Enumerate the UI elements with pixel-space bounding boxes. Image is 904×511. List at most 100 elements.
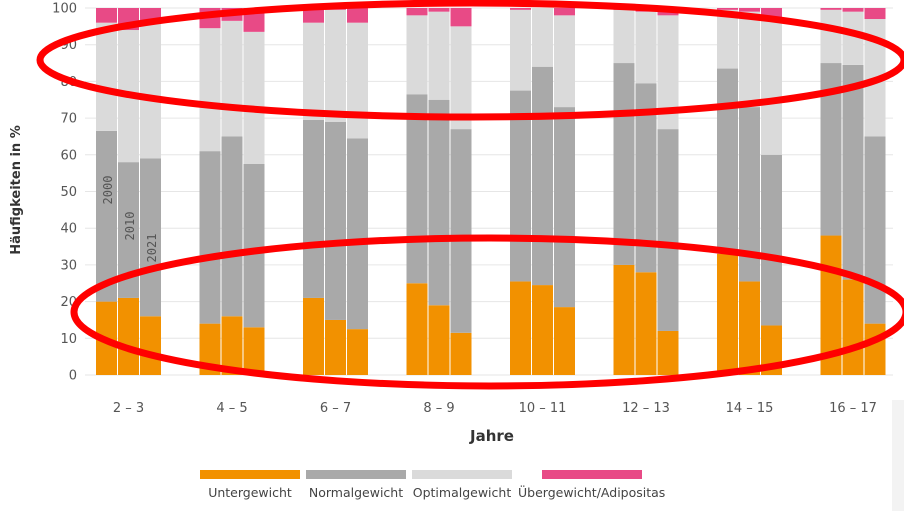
legend-item: Normalgewicht [306, 470, 406, 500]
bar-segment-optimalgewicht [613, 9, 635, 64]
bar-segment-normalgewicht [532, 66, 553, 286]
bar-segment-normalgewicht [199, 151, 221, 324]
bar-year-labels: 2000 2010 2021 [101, 176, 159, 263]
bar-segment-optimalgewicht [761, 17, 782, 155]
highlight-ellipse [36, 0, 904, 121]
bar-segment-optimalgewicht [450, 26, 472, 130]
bar-segment--bergewicht-adipositas [820, 8, 842, 10]
bar-segment-optimalgewicht [199, 28, 221, 152]
bar-segment-untergewicht [406, 283, 428, 375]
bar-segment-normalgewicht [118, 162, 139, 298]
bar-segment--bergewicht-adipositas [406, 8, 428, 16]
bar-segment-normalgewicht [554, 107, 575, 308]
bar-segment-normalgewicht [406, 94, 428, 284]
bar-segment-untergewicht [739, 281, 760, 375]
annotations [36, 0, 904, 390]
bar-segment--bergewicht-adipositas [554, 8, 575, 16]
bar-segment-optimalgewicht [820, 9, 842, 64]
bar-segment-untergewicht [657, 330, 679, 375]
y-tick-label: 50 [60, 185, 77, 200]
bar-segment-normalgewicht [820, 63, 842, 236]
bar-segment-optimalgewicht [717, 9, 738, 69]
x-tick-labels: 2 – 3 4 – 5 6 – 7 8 – 9 10 – 11 12 – 13 14 – 1… [113, 401, 877, 416]
bar-segment-normalgewicht [842, 64, 864, 280]
bar-segment-normalgewicht [450, 129, 472, 333]
bar-segment-optimalgewicht [510, 9, 531, 91]
bar-segment--bergewicht-adipositas [739, 8, 760, 12]
y-tick-label: 40 [60, 222, 77, 237]
x-tick-label: 14 – 15 [726, 401, 774, 416]
bar-segment-optimalgewicht [221, 20, 243, 137]
bar-segment--bergewicht-adipositas [96, 8, 117, 23]
x-tick-label: 10 – 11 [519, 401, 567, 416]
bar-segment-untergewicht [428, 305, 450, 375]
bar-segment-optimalgewicht [140, 22, 161, 159]
legend-swatch [200, 470, 300, 479]
legend-label: Untergewicht [208, 485, 292, 500]
y-tick-label: 10 [60, 332, 77, 347]
legend-label: Übergewicht/Adipositas [518, 485, 666, 500]
bar-segment-untergewicht [243, 327, 265, 375]
y-tick-label: 60 [60, 148, 77, 163]
bar-segment-normalgewicht [613, 63, 635, 265]
legend-item: Untergewicht [200, 470, 300, 500]
bar-segment-optimalgewicht [325, 9, 346, 122]
bar-segment-untergewicht [510, 281, 531, 375]
bar-segment--bergewicht-adipositas [717, 8, 738, 10]
bar-segment-normalgewicht [510, 90, 531, 282]
bar-segment-normalgewicht [761, 154, 782, 326]
bar-segment-untergewicht [118, 297, 139, 375]
bar-segment-optimalgewicht [842, 11, 864, 65]
bar-segment-normalgewicht [635, 83, 657, 273]
bar-segment-normalgewicht [347, 138, 368, 330]
x-tick-label: 6 – 7 [320, 401, 351, 416]
bar-segment-untergewicht [554, 307, 575, 375]
bar-segment-untergewicht [325, 319, 346, 375]
bar-segment-untergewicht [347, 329, 368, 375]
legend-swatch [412, 470, 512, 479]
bar-segment--bergewicht-adipositas [761, 8, 782, 18]
bar-segment--bergewicht-adipositas [303, 8, 324, 23]
x-tick-label: 16 – 17 [829, 401, 877, 416]
x-axis-title: Jahre [469, 427, 514, 445]
bar-segment-untergewicht [635, 272, 657, 375]
highlight-ellipse [70, 234, 904, 390]
legend-item: Optimalgewicht [412, 470, 512, 500]
bar-segment-normalgewicht [864, 136, 886, 324]
bar-segment-optimalgewicht [428, 11, 450, 100]
side-panel-edge [892, 400, 904, 511]
bar-segment-optimalgewicht [554, 15, 575, 108]
bar-segment--bergewicht-adipositas [864, 8, 886, 20]
bar-segment-untergewicht [221, 316, 243, 375]
y-tick-label: 100 [52, 2, 77, 17]
legend: Untergewicht Normalgewicht Optimalgewicht Ü… [200, 470, 665, 500]
bar-segment-optimalgewicht [347, 22, 368, 139]
bar-segment--bergewicht-adipositas [842, 8, 864, 12]
y-tick-label: 70 [60, 112, 77, 127]
bar-year-label: 2021 [145, 234, 159, 263]
bar-segment-normalgewicht [221, 136, 243, 317]
legend-swatch [541, 470, 642, 479]
y-tick-label: 30 [60, 258, 77, 273]
x-tick-label: 2 – 3 [113, 401, 144, 416]
bar-segment-normalgewicht [243, 163, 265, 328]
bar-segment-optimalgewicht [303, 22, 324, 120]
legend-swatch [306, 470, 406, 479]
bar-segment-normalgewicht [96, 130, 117, 302]
legend-label: Optimalgewicht [412, 485, 512, 500]
bar-segment--bergewicht-adipositas [450, 8, 472, 27]
bar-segment-optimalgewicht [739, 11, 760, 108]
bar-year-label: 2010 [123, 212, 137, 241]
bar-segment-optimalgewicht [635, 11, 657, 84]
bar-segment--bergewicht-adipositas [347, 8, 368, 23]
bar-segment-optimalgewicht [243, 31, 265, 164]
bar-segment-optimalgewicht [532, 8, 553, 67]
bar-segment-optimalgewicht [657, 15, 679, 130]
bar-segment-normalgewicht [657, 129, 679, 331]
bar-segment-untergewicht [140, 316, 161, 375]
x-tick-label: 8 – 9 [423, 401, 454, 416]
x-tick-label: 4 – 5 [216, 401, 247, 416]
bar-segment-normalgewicht [717, 68, 738, 254]
